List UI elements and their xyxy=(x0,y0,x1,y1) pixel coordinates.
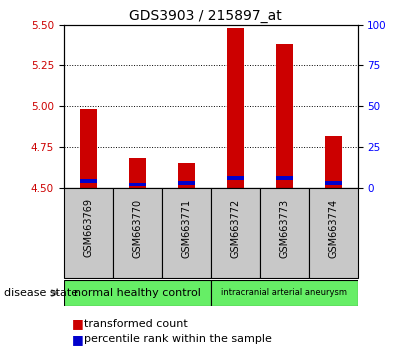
Bar xyxy=(309,188,358,278)
Text: ■: ■ xyxy=(72,333,84,346)
Text: disease state: disease state xyxy=(4,288,78,298)
Bar xyxy=(226,28,244,188)
Bar xyxy=(325,181,342,184)
Bar xyxy=(211,280,358,306)
Text: percentile rank within the sample: percentile rank within the sample xyxy=(84,334,272,344)
Bar xyxy=(162,188,211,278)
Text: ■: ■ xyxy=(72,318,84,330)
Bar xyxy=(260,188,309,278)
Text: transformed count: transformed count xyxy=(84,319,188,329)
Text: GSM663773: GSM663773 xyxy=(279,199,289,258)
Text: GDS3903 / 215897_at: GDS3903 / 215897_at xyxy=(129,9,282,23)
Text: GSM663771: GSM663771 xyxy=(181,199,191,258)
Bar xyxy=(211,188,260,278)
Bar xyxy=(113,188,162,278)
Text: GSM663774: GSM663774 xyxy=(328,199,338,258)
Text: GSM663769: GSM663769 xyxy=(83,199,93,257)
Bar xyxy=(129,158,146,188)
Text: GSM663772: GSM663772 xyxy=(230,199,240,258)
Bar xyxy=(80,179,97,183)
Bar xyxy=(178,181,195,184)
Text: GSM663770: GSM663770 xyxy=(132,199,142,258)
Bar xyxy=(275,44,293,188)
Bar xyxy=(226,176,244,179)
Text: intracranial arterial aneurysm: intracranial arterial aneurysm xyxy=(221,289,347,297)
Bar xyxy=(129,183,146,186)
Bar xyxy=(80,109,97,188)
Bar xyxy=(325,136,342,188)
Text: normal healthy control: normal healthy control xyxy=(74,288,201,298)
Bar xyxy=(178,163,195,188)
Bar xyxy=(275,176,293,179)
Bar xyxy=(64,188,113,278)
Bar xyxy=(64,280,210,306)
